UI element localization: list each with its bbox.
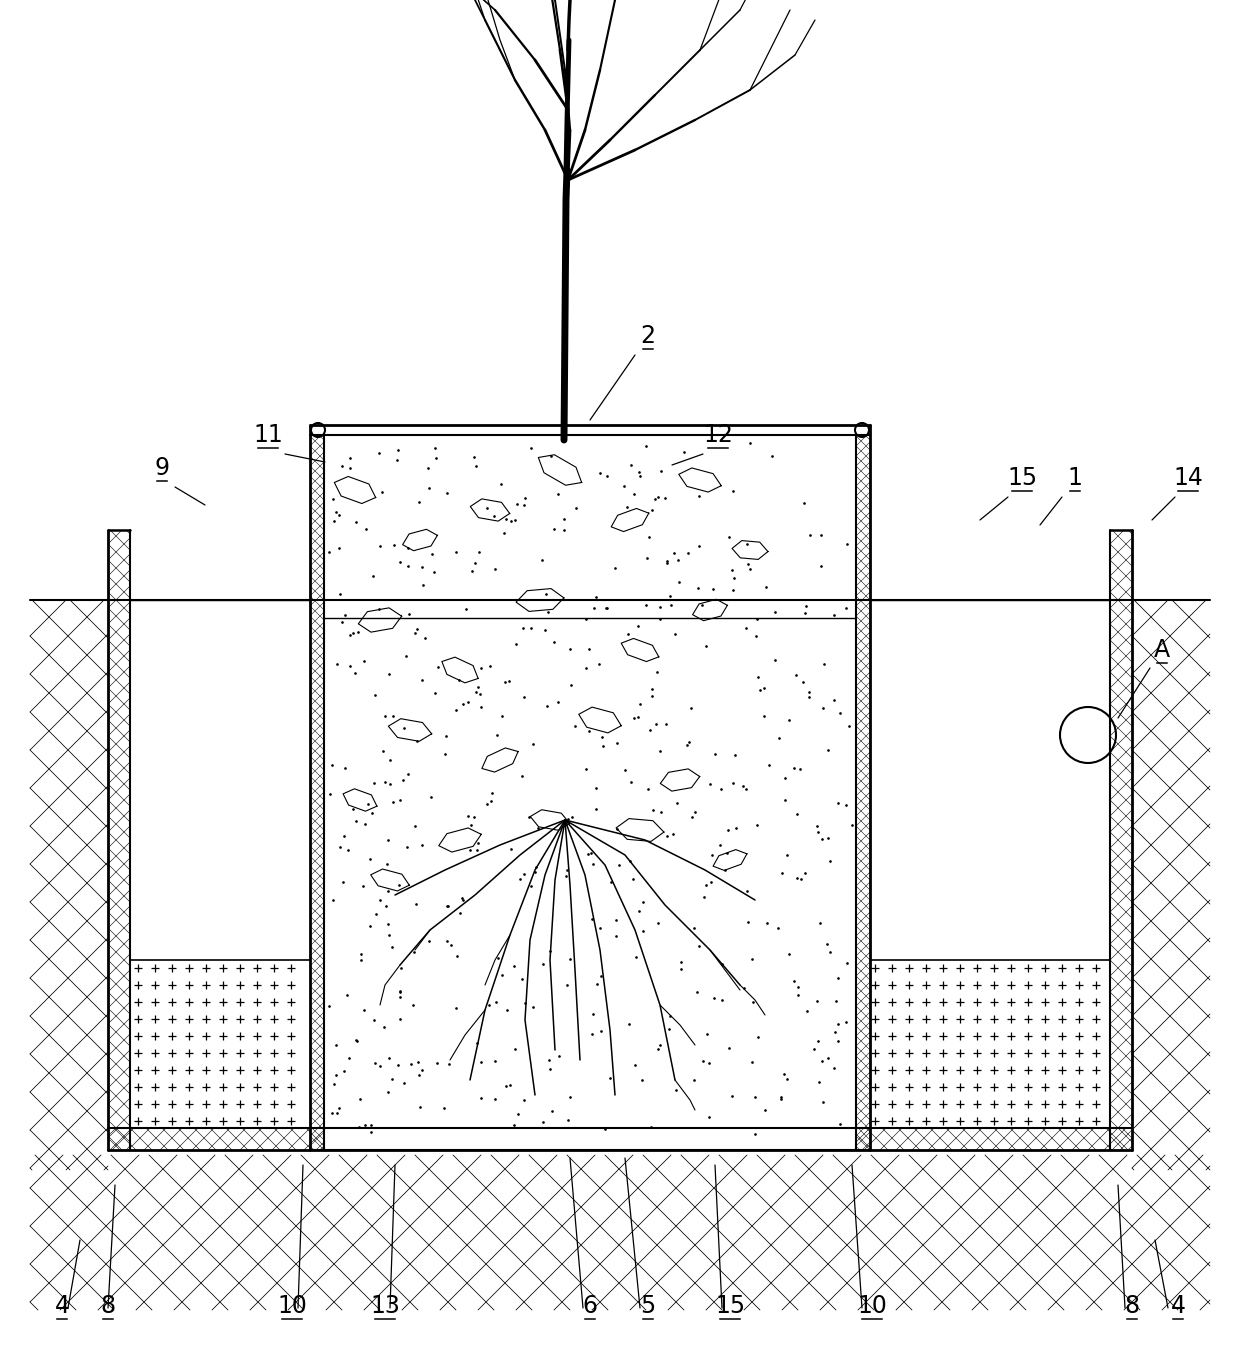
Text: 4: 4 (55, 1293, 69, 1318)
Text: 15: 15 (1007, 466, 1037, 490)
Text: 10: 10 (277, 1293, 308, 1318)
Text: 9: 9 (155, 456, 170, 480)
Text: 11: 11 (253, 423, 283, 447)
Text: 6: 6 (583, 1293, 598, 1318)
Bar (130, 960, 310, 1127)
Text: 15: 15 (715, 1293, 745, 1318)
Text: A: A (1154, 638, 1171, 662)
Text: 5: 5 (640, 1293, 656, 1318)
Text: 4: 4 (1171, 1293, 1185, 1318)
Text: 10: 10 (857, 1293, 887, 1318)
Bar (324, 435, 856, 1151)
Text: 13: 13 (370, 1293, 401, 1318)
Text: 12: 12 (703, 423, 733, 447)
Text: 14: 14 (1173, 466, 1203, 490)
Text: 8: 8 (1125, 1293, 1140, 1318)
Bar (870, 960, 1110, 1127)
Text: 8: 8 (100, 1293, 115, 1318)
Text: 2: 2 (641, 324, 656, 348)
Text: 1: 1 (1068, 466, 1083, 490)
Bar (130, 530, 1110, 1127)
